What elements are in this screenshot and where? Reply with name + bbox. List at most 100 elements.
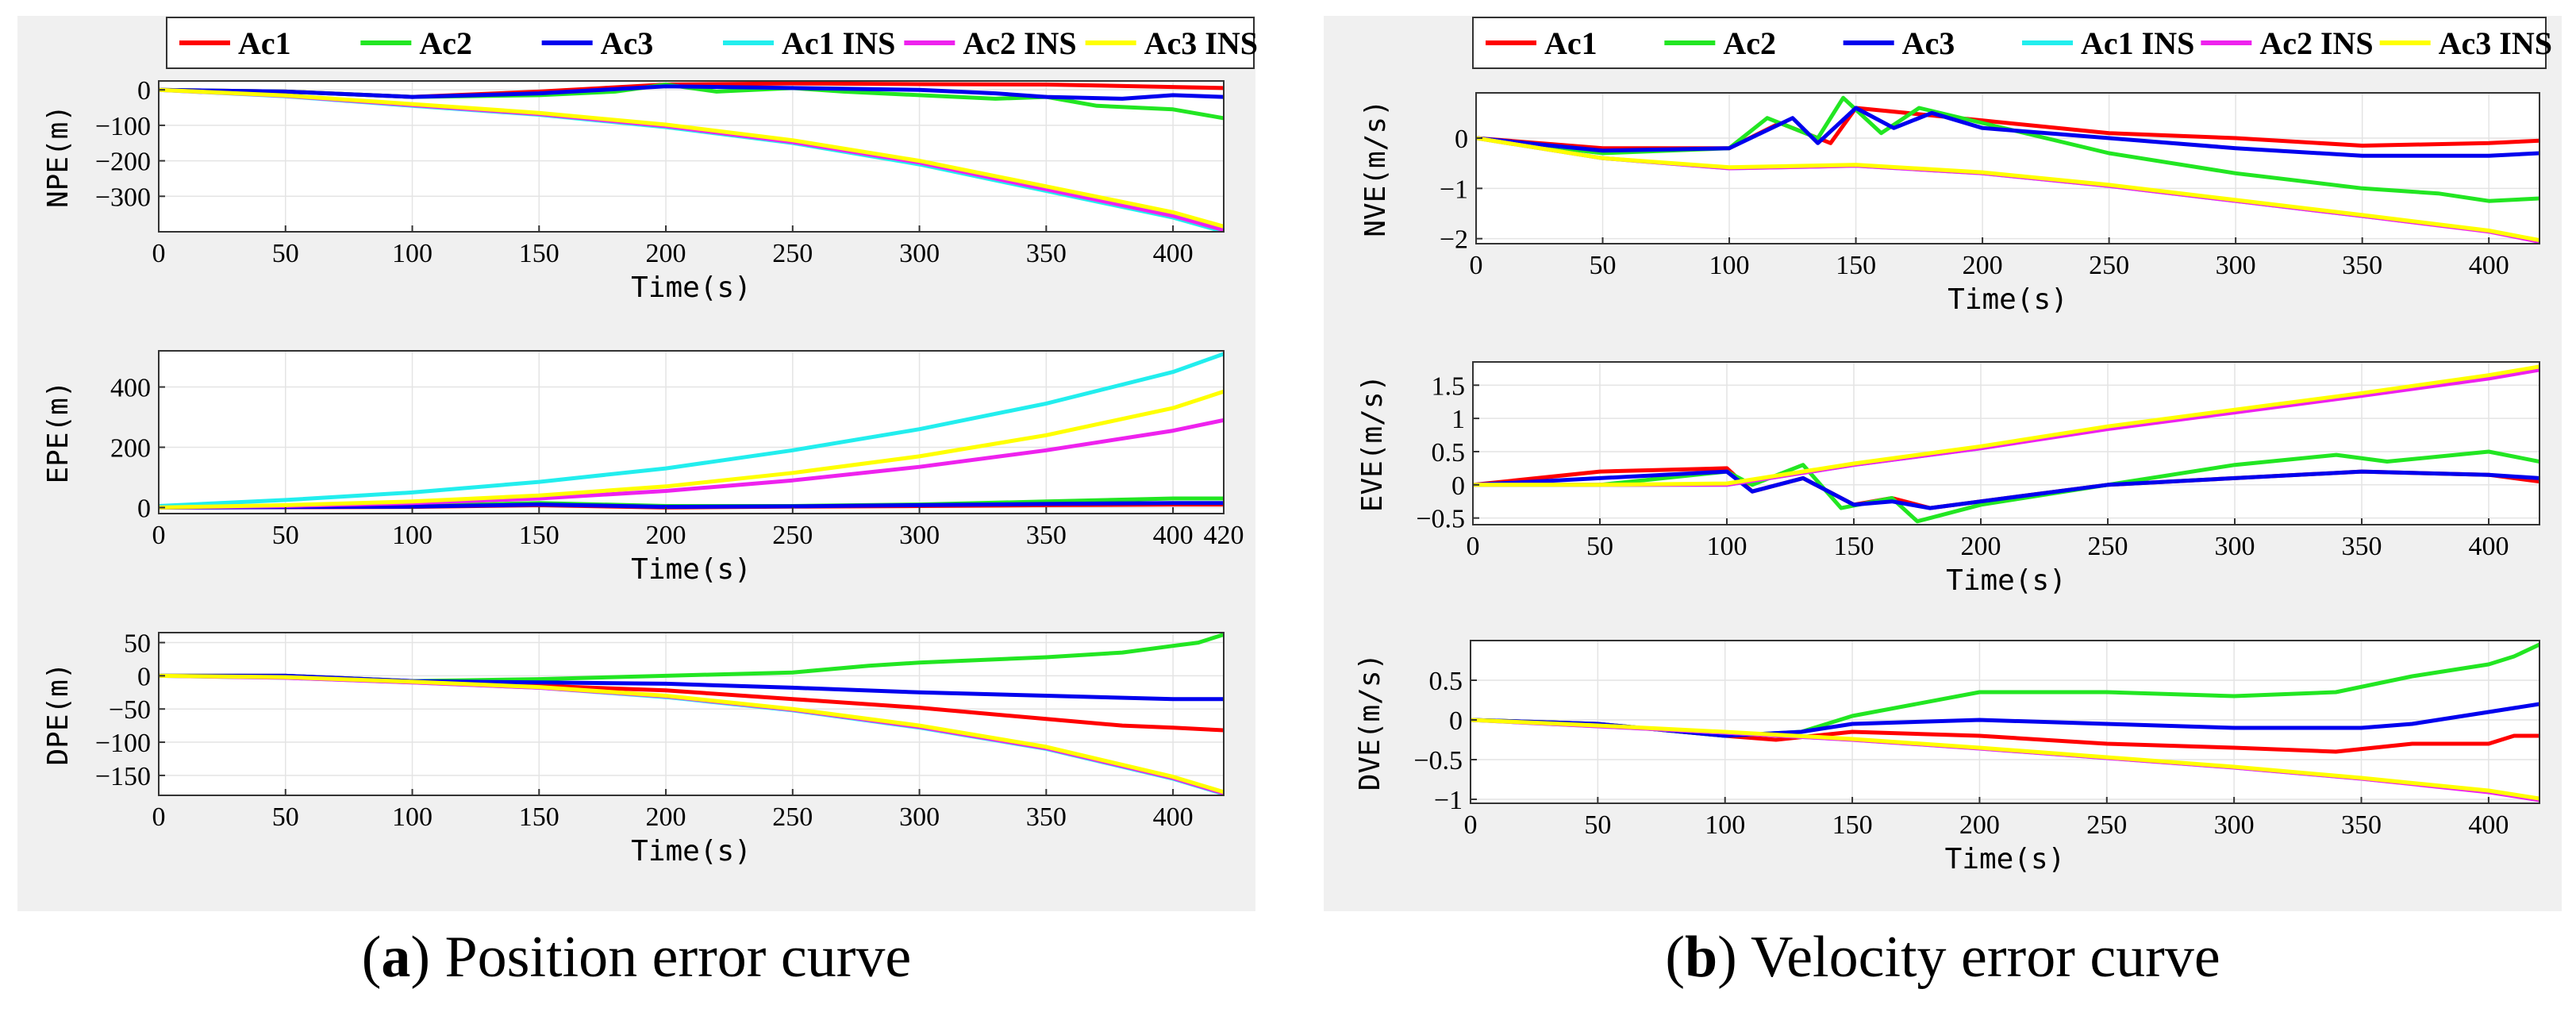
dpe-x-tick-label: 350 [1026, 802, 1067, 832]
dpe-ylabel: DPE(m) [42, 662, 75, 765]
npe-series-group [159, 81, 1224, 232]
dpe-y-tick-label: 0 [137, 662, 151, 691]
eve-x-tick-label: 350 [2342, 532, 2382, 561]
nve-y-tick-label: −2 [1440, 225, 1468, 255]
epe-x-tick-label: 420 [1204, 521, 1244, 550]
legend-panel-b: Ac1 Ac2 Ac3 Ac1 INS Ac2 INS Ac3 INS [1472, 17, 2552, 69]
eve-x-tick-label: 50 [1586, 532, 1613, 561]
dve-x-tick-label: 0 [1464, 810, 1478, 840]
dve-x-tick-label: 50 [1584, 810, 1611, 840]
nve-x-tick-label: 50 [1590, 251, 1617, 280]
eve-y-tick-label: −0.5 [1416, 505, 1465, 534]
charts-layer: 0 50 100 150 200 250 300 350 4000−100−200−300Tim… [42, 76, 2540, 876]
legend-entry-ac2-ins: Ac2 INS [2259, 25, 2373, 61]
epe-x-tick-label: 350 [1026, 521, 1067, 550]
npe-ylabel: NPE(m) [42, 105, 75, 208]
dpe-y-tick-label: −100 [95, 729, 151, 758]
npe-y-tick-label: 0 [137, 76, 151, 106]
legend-box [1472, 17, 2547, 69]
dpe-series-group [159, 633, 1224, 795]
nve-axes-frame [1475, 92, 2540, 244]
eve-x-tick-label: 100 [1707, 532, 1747, 561]
epe-y-tick-label: 400 [110, 374, 151, 403]
eve-series-ac3-ins [1473, 364, 2539, 487]
npe-series-ac3-ins [159, 87, 1224, 229]
eve-x-tick-label: 300 [2215, 532, 2255, 561]
nve-x-tick-label: 100 [1709, 251, 1750, 280]
legend-entry-ac3: Ac3 [1902, 25, 1955, 61]
legend-entry-ac2: Ac2 [419, 25, 472, 61]
dve-series-group [1471, 642, 2539, 802]
dpe-x-tick-label: 250 [772, 802, 813, 832]
epe-x-tick-label: 0 [152, 521, 166, 550]
caption-a-open: ( [362, 925, 382, 990]
epe-xlabel: Time(s) [631, 553, 752, 586]
epe-x-tick-label: 400 [1153, 521, 1194, 550]
eve-x-tick-label: 250 [2088, 532, 2128, 561]
eve-series-ac3 [1473, 469, 2539, 510]
dve-x-tick-label: 100 [1705, 810, 1745, 840]
nve-series-ac3 [1476, 106, 2539, 158]
epe-series-ac3 [159, 501, 1224, 510]
legend-panel-a: Ac1 Ac2 Ac3 Ac1 INS Ac2 INS Ac3 INS [166, 17, 1258, 69]
dve-y-tick-label: −1 [1434, 786, 1463, 815]
epe-series-ac3-ins [159, 389, 1224, 510]
dpe-x-tick-label: 300 [899, 802, 940, 832]
epe-x-tick-label: 200 [646, 521, 686, 550]
npe-series-ac3 [159, 84, 1224, 101]
dve-x-tick-label: 150 [1832, 810, 1873, 840]
nve-x-tick-label: 0 [1470, 251, 1483, 280]
dve-series-ac3 [1471, 702, 2539, 738]
eve-x-tick-label: 200 [1961, 532, 2001, 561]
epe-ylabel: EPE(m) [42, 380, 75, 483]
dpe-x-tick-label: 100 [392, 802, 433, 832]
dpe-y-tick-label: 50 [124, 629, 151, 659]
legend-entry-ac3-ins: Ac3 INS [2439, 25, 2552, 61]
npe-y-tick-label: −200 [95, 148, 151, 177]
legends-layer: Ac1 Ac2 Ac3 Ac1 INS Ac2 INS Ac3 INS Ac1 Ac2 Ac3 A… [166, 17, 2552, 69]
nve-series-ac2 [1476, 95, 2539, 203]
caption-b: (b) Velocity error curve [1665, 925, 2220, 990]
dpe-xlabel: Time(s) [631, 835, 752, 868]
dve-x-tick-label: 200 [1959, 810, 2000, 840]
legend-entry-ac1: Ac1 [238, 25, 291, 61]
epe-axes-frame [158, 350, 1225, 514]
dpe-axes-frame [158, 632, 1225, 796]
dpe-x-tick-label: 0 [152, 802, 166, 832]
npe-y-tick-label: −300 [95, 183, 151, 212]
eve-axes-frame [1472, 361, 2540, 525]
legend-entry-ac1-ins: Ac1 INS [2081, 25, 2194, 61]
nve-y-tick-label: 0 [1455, 125, 1468, 154]
dpe-x-tick-label: 400 [1153, 802, 1194, 832]
eve-xlabel: Time(s) [1946, 564, 2067, 597]
dve-y-tick-label: −0.5 [1413, 746, 1463, 775]
dpe-chart: 0 50 100 150 200 250 300 350 400 50 0 −50 −100 −150 Ti… [42, 629, 1225, 868]
dpe-x-tick-label: 50 [272, 802, 299, 832]
epe-series-ac1-ins [159, 352, 1224, 508]
legend-box [166, 17, 1255, 69]
npe-x-tick-label: 50 [272, 239, 299, 268]
nve-x-tick-label: 250 [2089, 251, 2129, 280]
epe-x-tick-label: 50 [272, 521, 299, 550]
caption-a-close: ) [410, 925, 444, 990]
caption-b-letter: b [1685, 925, 1717, 990]
npe-x-tick-label: 300 [899, 239, 940, 268]
eve-x-tick-label: 150 [1834, 532, 1874, 561]
caption-a-text: Position error curve [445, 925, 912, 990]
dve-chart: 0 50 100 150 200 250 300 350 400 0.5 0 −0.5 −1 Time(s… [1354, 640, 2540, 876]
npe-axes-frame [158, 80, 1225, 233]
epe-x-tick-label: 100 [392, 521, 433, 550]
epe-y-tick-label: 0 [137, 494, 151, 523]
epe-series-group [159, 352, 1224, 510]
nve-x-tick-label: 350 [2342, 251, 2382, 280]
epe-chart: 0 50 100 150 200 250 300 350 400 420 0 200 400 Time(s… [42, 350, 1244, 586]
caption-b-close: ) [1717, 925, 1751, 990]
eve-chart: 0 50 100 150 200 250 300 350 4001.510.50−0.5Time… [1356, 361, 2540, 597]
dpe-x-tick-label: 150 [519, 802, 559, 832]
npe-x-tick-label: 350 [1026, 239, 1067, 268]
caption-a-letter: a [381, 925, 410, 990]
caption-b-text: Velocity error curve [1751, 925, 2220, 990]
nve-ylabel: NVE(m/s) [1359, 99, 1392, 237]
dve-x-tick-label: 350 [2341, 810, 2382, 840]
